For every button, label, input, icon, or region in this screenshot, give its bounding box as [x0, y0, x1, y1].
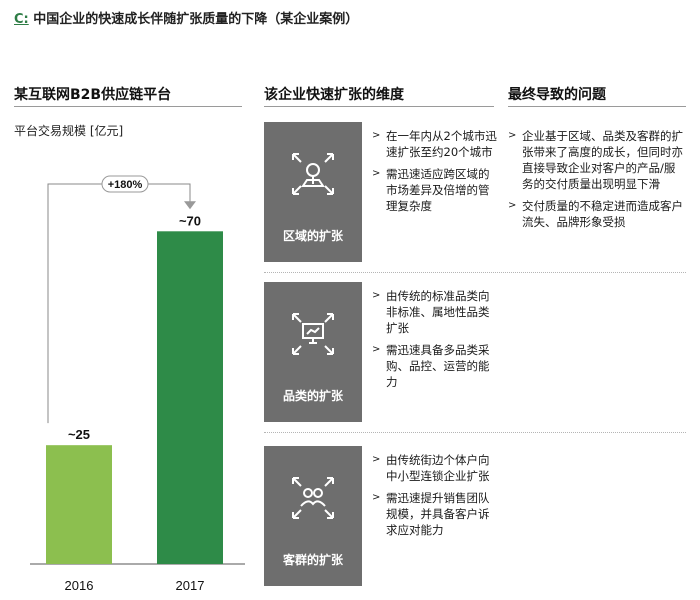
dimension-caption-customer: 客群的扩张: [282, 553, 343, 567]
dimensions-column-rule: [264, 106, 494, 107]
list-item: > 企业基于区域、品类及客群的扩张带来了高度的成长，但同时亦直接导致企业对客户的产…: [508, 129, 683, 191]
list-item: > 需迅速具备多品类采购、品控、运营的能力: [372, 343, 490, 389]
chart-column-heading: 某互联网B2B供应链平台: [14, 87, 172, 103]
growth-label: +180%: [108, 179, 143, 191]
row-separator-1: [264, 272, 686, 273]
dimension-caption-region: 区域的扩张: [282, 229, 343, 243]
dimension-bullets-region: > 在一年内从2个城市迅速扩张至约20个城市 > 需迅速适应跨区域的市场差异及倍增的…: [372, 128, 500, 220]
title-text: 中国企业的快速成长伴随扩张质量的下降（某企业案例）: [33, 12, 359, 27]
dimension-bullets-customer: > 由传统街边个体户向中小型连锁企业扩张 > 需迅速提升销售团队规模，并具备客户诉求…: [372, 452, 500, 544]
dimensions-column-heading: 该企业快速扩张的维度: [264, 87, 404, 103]
list-item: > 由传统街边个体户向中小型连锁企业扩张: [372, 453, 490, 483]
bar-chart: ~25 ~70 2016 2017 +180%: [30, 175, 245, 593]
issues-list: > 企业基于区域、品类及客群的扩张带来了高度的成长，但同时亦直接导致企业对客户的产…: [508, 128, 686, 236]
list-item: > 在一年内从2个城市迅速扩张至约20个城市: [372, 129, 497, 159]
issues-column-heading: 最终导致的问题: [508, 87, 606, 103]
monitor-expand-icon: [292, 313, 334, 355]
tick-label-2017: 2017: [176, 578, 205, 593]
growth-label-box: [101, 175, 149, 193]
map-pin-expand-icon: [292, 153, 334, 195]
chart-ylabel: 平台交易规模 [亿元]: [14, 124, 124, 138]
value-label-2016: ~25: [68, 427, 90, 442]
chart-column-rule: [14, 106, 242, 107]
dimension-box-customer: 客群的扩张: [264, 446, 362, 586]
tick-label-2016: 2016: [65, 578, 94, 593]
growth-arrowhead: [184, 201, 196, 210]
page-title: C: 中国企业的快速成长伴随扩张质量的下降（某企业案例）: [14, 8, 358, 27]
people-expand-icon: [292, 477, 334, 519]
list-item: > 需迅速适应跨区域的市场差异及倍增的管理复杂度: [372, 167, 490, 213]
bar-2016: [46, 445, 112, 564]
dimension-box-region: 区域的扩张: [264, 122, 362, 262]
row-separator-2: [264, 432, 686, 433]
bar-2017: [157, 231, 223, 564]
issues-column-rule: [508, 106, 686, 107]
list-item: > 交付质量的不稳定进而造成客户流失、品牌形象受损: [508, 199, 683, 229]
value-label-2017: ~70: [179, 213, 201, 228]
title-prefix: C:: [14, 12, 29, 27]
dimension-bullets-category: > 由传统的标准品类向非标准、属地性品类扩张 > 需迅速具备多品类采购、品控、运营的…: [372, 288, 500, 396]
dimension-caption-category: 品类的扩张: [282, 389, 343, 403]
list-item: > 由传统的标准品类向非标准、属地性品类扩张: [372, 289, 490, 335]
list-item: > 需迅速提升销售团队规模，并具备客户诉求应对能力: [372, 491, 490, 537]
dimension-box-category: 品类的扩张: [264, 282, 362, 422]
